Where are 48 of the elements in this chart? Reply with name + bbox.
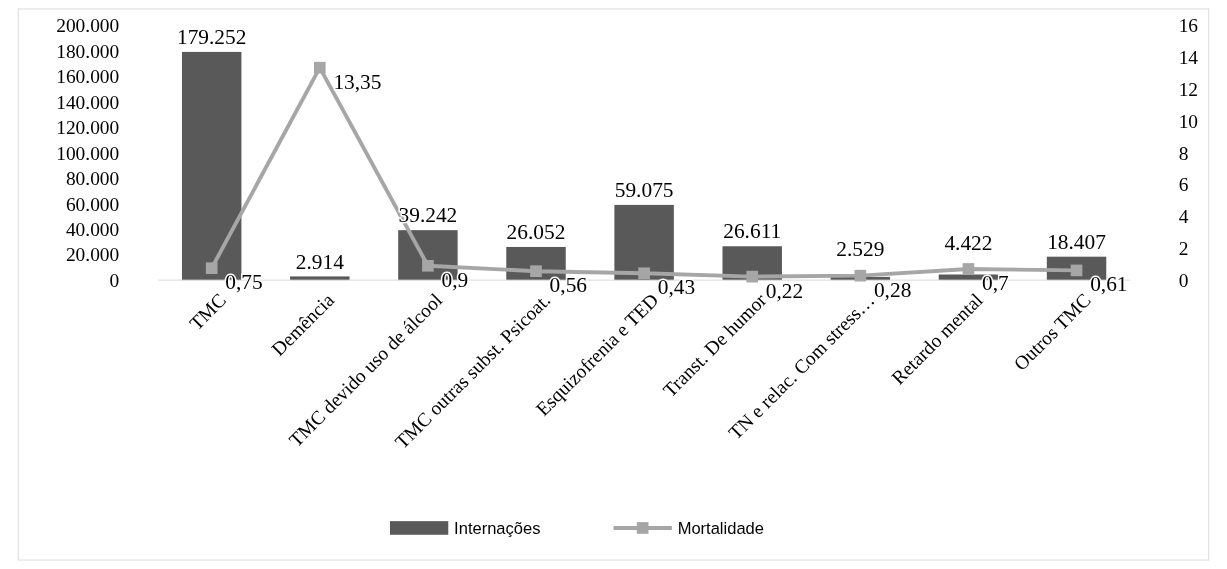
y2-tick-label: 6 — [1178, 174, 1189, 196]
data-label: 59.075 — [614, 178, 674, 203]
y2-tick-label: 0 — [1178, 269, 1189, 291]
data-label: 26.052 — [506, 220, 566, 245]
y-tick-label: 200.000 — [56, 15, 120, 37]
data-label: 0,61 — [1090, 272, 1128, 297]
point — [854, 269, 867, 282]
y-tick-label: 20.000 — [65, 244, 120, 266]
point — [962, 263, 975, 275]
point — [313, 61, 326, 74]
data-label: 179.252 — [176, 25, 247, 50]
data-label: 0,22 — [765, 278, 804, 303]
y-tick-label: 60.000 — [65, 193, 120, 215]
y-tick-label: 180.000 — [56, 40, 120, 62]
point — [746, 270, 759, 283]
data-label: 2.529 — [836, 237, 885, 262]
y2-tick-label: 2 — [1178, 238, 1189, 260]
data-label: 39.242 — [398, 203, 458, 228]
y-tick-label: 160.000 — [56, 66, 120, 88]
y-tick-label: 40.000 — [65, 219, 120, 240]
data-label: 0,9 — [441, 267, 469, 292]
y2-tick-label: 12 — [1178, 78, 1199, 100]
data-label: 2.914 — [295, 249, 345, 274]
data-label: 0,43 — [657, 275, 696, 300]
data-label: 0,75 — [225, 270, 263, 295]
legend-label: Mortalidade — [677, 518, 764, 538]
y2-tick-label: 8 — [1178, 142, 1189, 164]
point — [205, 262, 218, 275]
data-label: 18.407 — [1047, 229, 1107, 254]
bar — [614, 204, 674, 281]
data-label: 0,28 — [873, 277, 912, 302]
y-tick-label: 100.000 — [56, 142, 120, 164]
y2-tick-label: 10 — [1178, 110, 1199, 132]
point — [422, 259, 434, 272]
data-label: 13,35 — [333, 69, 382, 94]
point — [530, 265, 542, 278]
point — [638, 267, 650, 280]
data-label: 0,56 — [549, 273, 588, 298]
y-tick-label: 120.000 — [56, 117, 120, 139]
data-label: 4.422 — [944, 230, 993, 255]
data-label: 26.611 — [723, 219, 782, 244]
legend-label: Internações — [454, 518, 541, 538]
y2-tick-label: 4 — [1178, 206, 1189, 228]
y-tick-label: 140.000 — [56, 91, 120, 113]
y-tick-label: 80.000 — [65, 168, 120, 190]
y2-tick-label: 16 — [1178, 15, 1199, 37]
y2-tick-label: 14 — [1178, 47, 1199, 69]
y-tick-label: 0 — [109, 269, 120, 291]
